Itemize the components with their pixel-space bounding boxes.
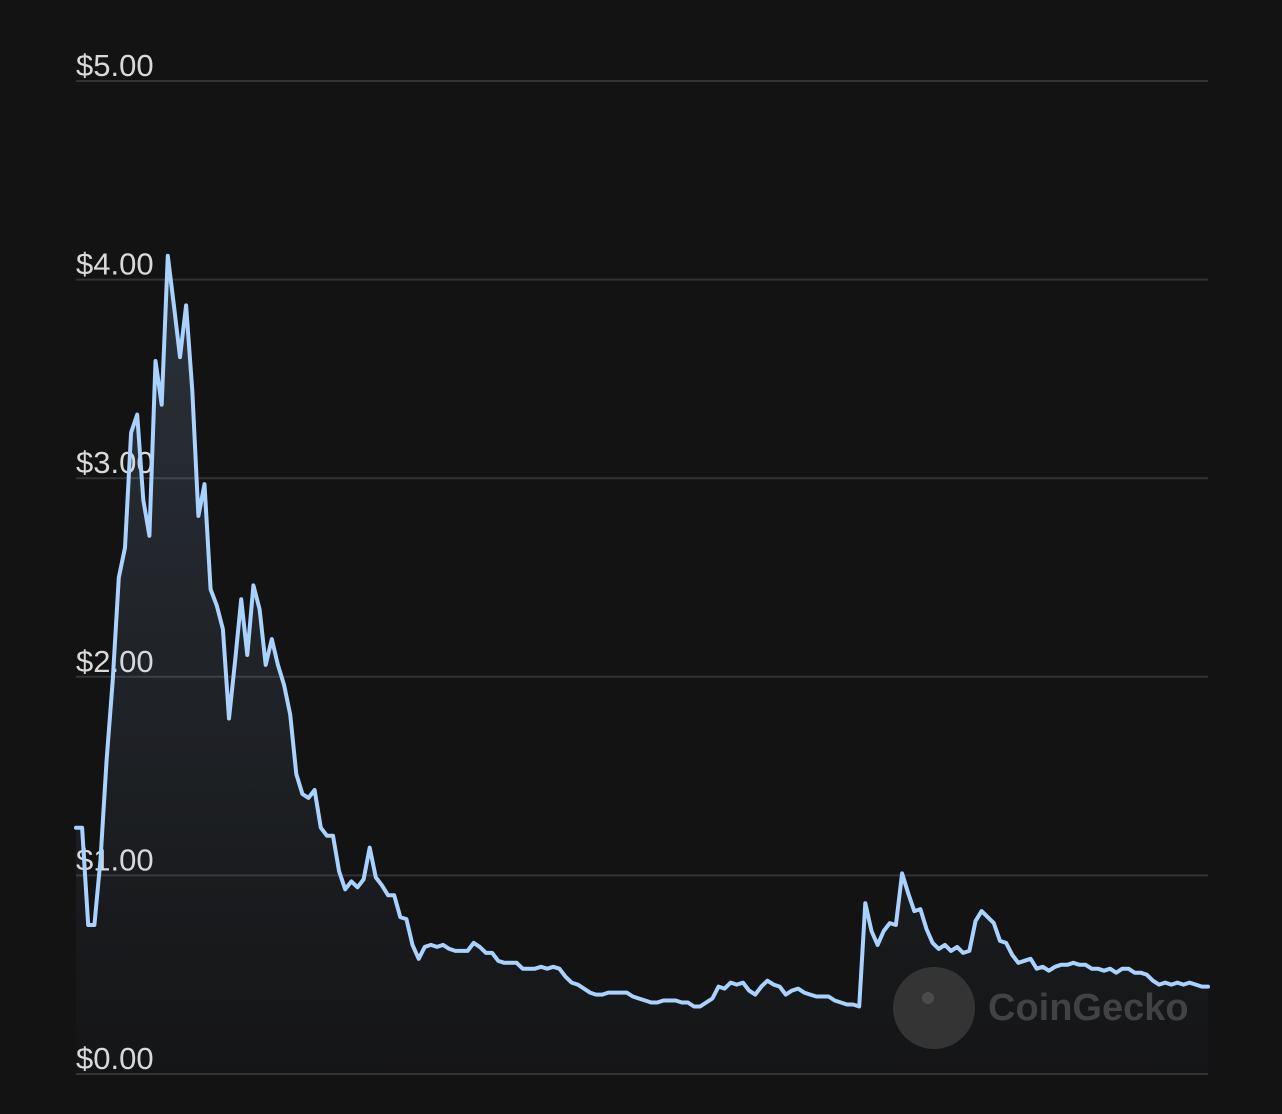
y-tick-label: $4.00 [76,247,154,282]
watermark-group: CoinGecko [893,967,1189,1049]
plot [74,253,1210,1075]
watermark-text: CoinGecko [988,987,1189,1029]
watermark-logo-eye [922,992,934,1004]
price-line [74,253,1210,1009]
area [76,255,1208,1075]
watermark-logo [893,967,975,1049]
y-tick-label: $5.00 [76,48,154,83]
